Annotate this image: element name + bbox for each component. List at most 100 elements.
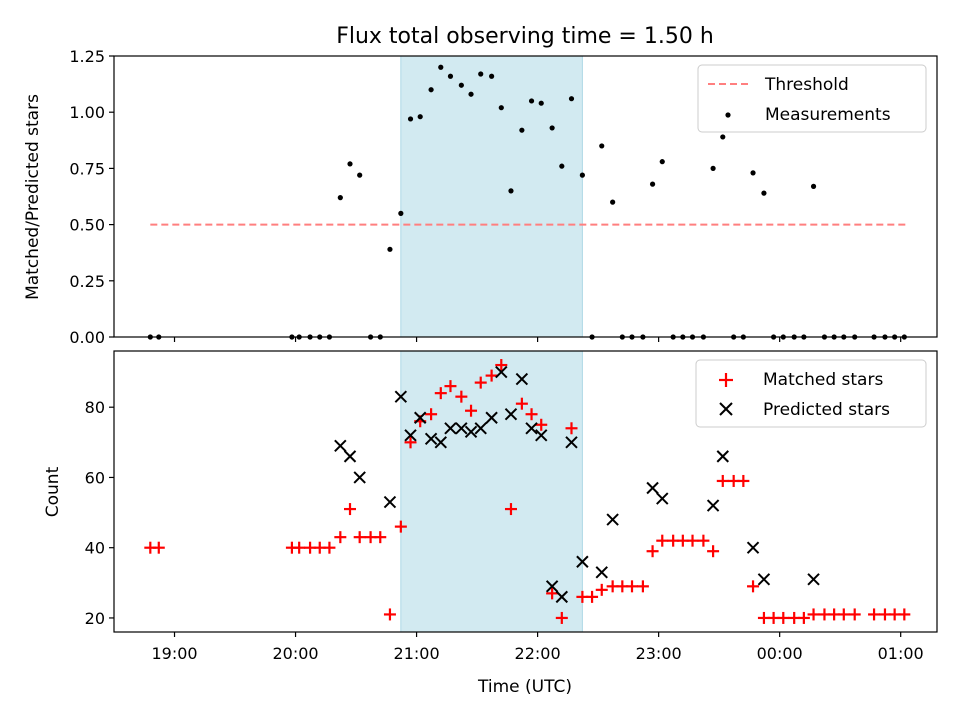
matched-star-point <box>504 503 517 516</box>
matched-star-points <box>144 359 911 624</box>
matched-star-point <box>565 422 578 435</box>
matched-star-point <box>334 531 347 544</box>
predicted-star-point <box>424 432 438 446</box>
predicted-star-point <box>343 450 357 463</box>
predicted-marker-b <box>807 573 820 586</box>
predicted-marker-b <box>485 411 498 424</box>
top-highlight-window <box>400 55 583 338</box>
measurement-point <box>417 114 423 120</box>
predicted-star-point <box>464 425 478 438</box>
predicted-marker-b <box>576 555 589 568</box>
x-tick-label: 22:00 <box>515 644 561 663</box>
y-tick-label: 0.25 <box>69 272 105 291</box>
predicted-star-point <box>434 436 447 449</box>
x-tick-label: 19:00 <box>151 644 197 663</box>
matched-star-point <box>747 580 760 593</box>
predicted-star-point <box>706 499 720 512</box>
observing-window-band <box>400 55 583 338</box>
predicted-marker-b <box>434 436 447 449</box>
matched-star-point <box>797 611 810 624</box>
top-legend: Threshold Measurements <box>697 64 927 133</box>
measurement-point <box>549 125 555 131</box>
matched-star-point <box>404 436 417 449</box>
predicted-marker-b <box>545 580 559 593</box>
predicted-star-points <box>334 365 820 604</box>
measurement-point <box>761 190 767 196</box>
predicted-star-point <box>495 365 508 379</box>
matched-star-point <box>546 587 559 600</box>
measurement-point <box>810 183 817 189</box>
matched-star-point <box>636 580 649 593</box>
predicted-star-point <box>545 580 559 593</box>
predicted-star-point <box>606 513 619 526</box>
y-tick-label: 1.00 <box>69 103 105 122</box>
matched-star-point <box>646 545 659 558</box>
top-axes-frame <box>113 55 938 338</box>
predicted-marker-b <box>525 422 538 435</box>
y-tick-label: 0.50 <box>69 216 105 235</box>
predicted-star-point <box>353 471 366 484</box>
bottom-legend-box <box>695 359 927 428</box>
measurement-point <box>407 116 414 122</box>
y-tick-label: 0.75 <box>69 159 105 178</box>
predicted-star-point <box>746 541 760 554</box>
matched-star-point <box>465 404 478 417</box>
predicted-star-point <box>485 411 498 424</box>
measurement-point <box>750 170 756 176</box>
predicted-star-point <box>807 573 820 586</box>
predicted-marker-b <box>656 492 669 505</box>
measurement-point <box>649 181 656 187</box>
measurement-point <box>599 143 605 149</box>
y-tick-label: 1.25 <box>69 47 105 66</box>
measurement-point <box>568 96 575 102</box>
predicted-marker-b <box>455 422 468 435</box>
measurement-point <box>538 100 544 106</box>
matched-star-point <box>656 534 669 547</box>
y-tick-label: 80 <box>85 398 105 417</box>
measurement-point <box>438 64 444 70</box>
predicted-marker-b <box>474 422 487 435</box>
predicted-star-point <box>576 555 589 568</box>
predicted-star-point <box>394 390 408 403</box>
measurement-point <box>337 195 343 201</box>
predicted-marker-b <box>746 541 760 554</box>
predicted-marker-b <box>646 481 659 495</box>
bottom-x-ticks: 19:00 20:00 21:00 22:00 23:00 00:00 01:00 <box>151 632 924 663</box>
predicted-star-point <box>455 422 468 435</box>
matched-star-point <box>848 608 861 621</box>
matched-star-point <box>515 397 528 410</box>
predicted-marker-b <box>404 429 417 442</box>
matched-star-point <box>394 520 407 533</box>
measurement-point <box>519 127 525 133</box>
y-tick-label: 40 <box>85 539 105 558</box>
measurement-point <box>428 87 434 93</box>
predicted-star-point <box>515 372 529 386</box>
matched-star-point <box>837 608 850 621</box>
predicted-marker-b <box>535 429 548 442</box>
matched-star-point <box>707 545 720 558</box>
predicted-marker-b <box>353 471 366 484</box>
top-x-ticks <box>173 337 902 342</box>
matched-star-point <box>152 541 165 554</box>
y-tick-label: 0.00 <box>69 328 105 347</box>
measurement-point <box>610 199 616 205</box>
predicted-marker-b <box>343 450 357 463</box>
measurement-points <box>147 64 907 340</box>
matched-star-point <box>716 474 729 487</box>
predicted-star-point <box>404 429 417 442</box>
matched-star-point <box>455 390 468 403</box>
predicted-star-point <box>474 422 487 435</box>
matched-star-point <box>586 590 599 603</box>
predicted-star-point <box>535 429 548 442</box>
measurement-point <box>357 172 363 178</box>
bottom-panel: 20 40 60 80 19:00 20:00 21:00 22:00 23:00 00:00 0… <box>43 350 938 697</box>
measurement-point <box>528 98 535 104</box>
matched-star-point <box>434 387 447 400</box>
matched-star-point <box>444 380 457 393</box>
measurement-point <box>508 188 514 194</box>
measurement-point <box>458 82 464 88</box>
predicted-star-point <box>595 566 608 579</box>
predicted-marker-b <box>504 408 518 421</box>
matched-star-point <box>697 534 710 547</box>
measurements-legend-label: Measurements <box>765 105 891 125</box>
